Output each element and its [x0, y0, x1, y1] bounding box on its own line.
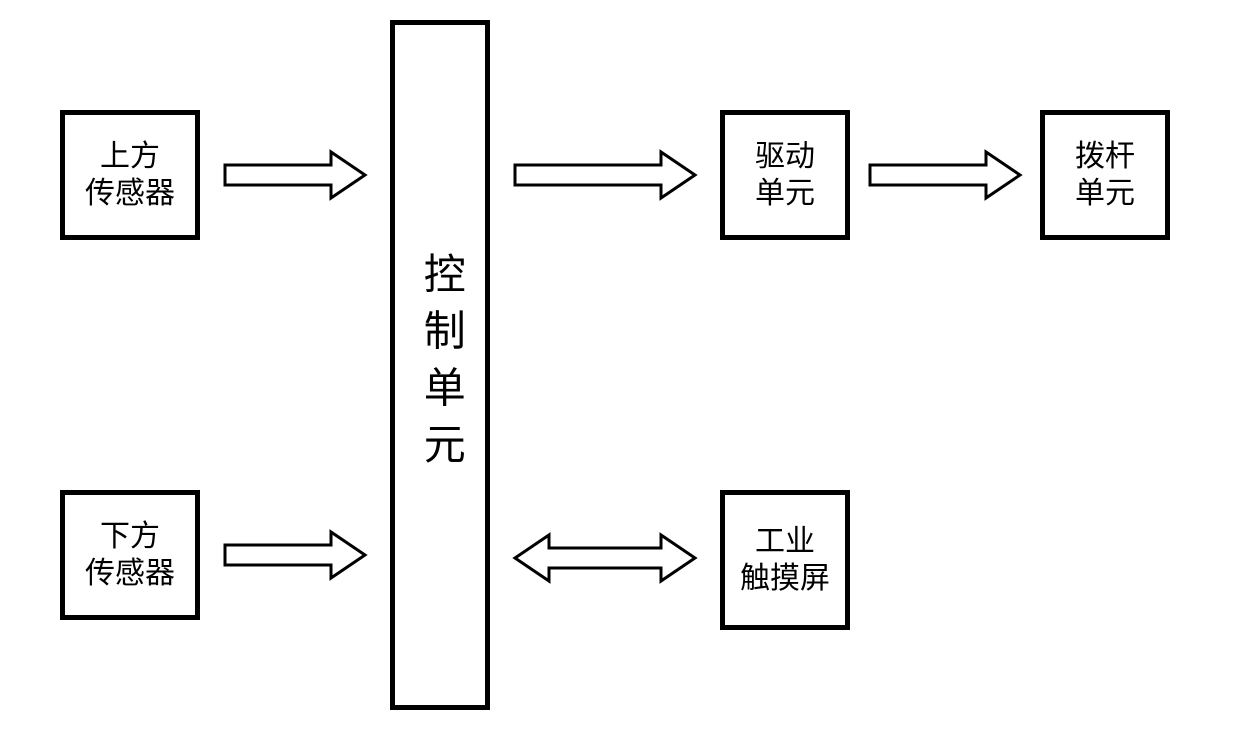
diagram-canvas: 上方 传感器 下方 传感器 控制单元 驱动 单元 拨杆 单元 工业 触摸屏	[0, 0, 1240, 735]
arrow-e5	[0, 0, 1240, 735]
